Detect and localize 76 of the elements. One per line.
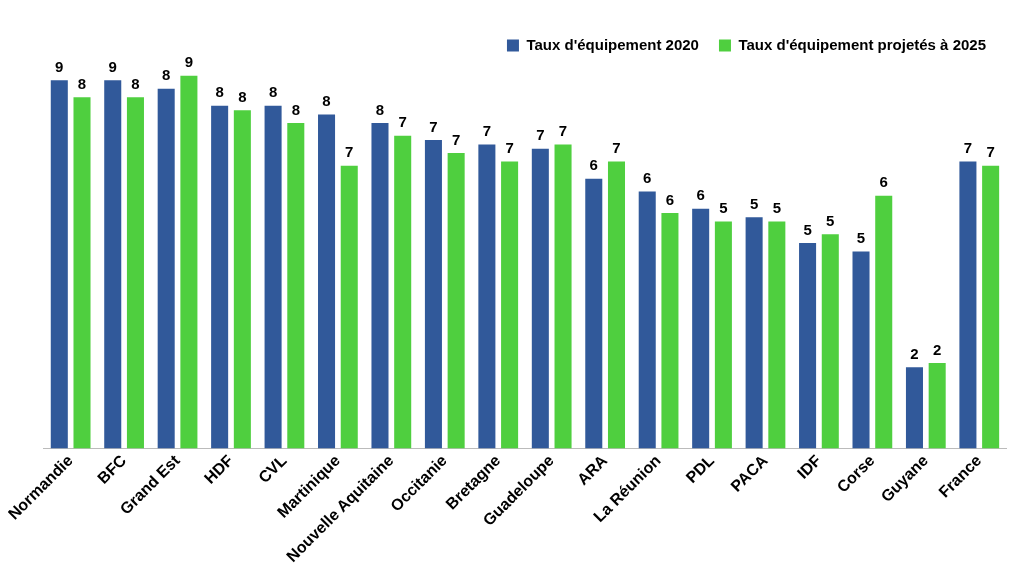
- bar: [478, 144, 496, 449]
- data-label: 6: [589, 156, 598, 174]
- data-label: 8: [77, 74, 87, 92]
- data-label: 7: [398, 113, 407, 131]
- data-label: 7: [986, 143, 995, 161]
- data-label: 5: [772, 199, 782, 217]
- data-label: 8: [215, 83, 224, 101]
- bar: [692, 208, 710, 449]
- bar: [928, 362, 946, 449]
- data-label: 9: [108, 57, 117, 75]
- data-label: 7: [429, 117, 438, 135]
- bar: [821, 234, 839, 449]
- legend-label: Taux d'équipement projetés à 2025: [738, 35, 987, 53]
- bar: [607, 161, 626, 449]
- bar: [638, 191, 656, 449]
- data-label: 7: [482, 122, 492, 140]
- bar: [959, 161, 977, 449]
- bar: [233, 110, 251, 449]
- bar: [104, 80, 122, 449]
- bar: [661, 212, 679, 449]
- data-label: 5: [749, 194, 759, 212]
- bar: [852, 251, 870, 449]
- data-label: 8: [375, 100, 385, 118]
- data-label: 8: [322, 92, 331, 110]
- data-label: 7: [536, 126, 545, 144]
- data-label: 7: [451, 130, 461, 148]
- bar: [157, 88, 175, 449]
- data-label: 2: [910, 344, 919, 362]
- data-label: 8: [162, 66, 171, 84]
- bar: [531, 148, 549, 449]
- bar: [424, 140, 442, 449]
- bar: [340, 165, 358, 449]
- bar: [211, 105, 229, 449]
- bar: [554, 144, 572, 449]
- bar: [585, 178, 603, 449]
- data-label: 7: [505, 139, 514, 157]
- data-label: 6: [643, 169, 652, 187]
- data-label: 5: [719, 199, 728, 217]
- bar: [50, 80, 68, 449]
- data-label: 8: [268, 83, 278, 101]
- bar: [394, 135, 412, 449]
- bar: [287, 122, 305, 449]
- data-label: 6: [696, 186, 705, 204]
- data-label: 7: [612, 139, 621, 157]
- data-label: 5: [826, 212, 835, 230]
- data-label: 6: [879, 173, 888, 191]
- x-tick-label: PDL: [682, 451, 718, 487]
- data-label: 7: [345, 143, 354, 161]
- data-label: 7: [558, 122, 568, 140]
- data-label: 8: [238, 87, 247, 105]
- data-label: 8: [291, 100, 300, 118]
- data-label: 9: [184, 53, 194, 71]
- bar: [799, 242, 817, 449]
- data-label: 5: [803, 220, 812, 238]
- bar: [447, 152, 465, 449]
- data-label: 2: [933, 340, 942, 358]
- bar: [745, 217, 763, 449]
- data-label: 8: [131, 74, 140, 92]
- bar: [371, 122, 389, 449]
- data-label: 7: [963, 139, 973, 157]
- bar: [501, 161, 519, 449]
- bar: [73, 97, 91, 449]
- data-label: 5: [856, 229, 866, 247]
- bar: [875, 195, 893, 449]
- legend-label: Taux d'équipement 2020: [526, 35, 699, 53]
- data-label: 9: [55, 57, 64, 75]
- bar: [905, 367, 923, 449]
- bar: [982, 165, 1000, 449]
- bar: [318, 114, 336, 449]
- bar: [264, 105, 282, 449]
- bar: [714, 221, 732, 449]
- data-label: 6: [665, 190, 675, 208]
- x-tick-label: IDF: [793, 451, 825, 482]
- bar: [126, 97, 144, 449]
- bar: [768, 221, 786, 449]
- bar: [180, 75, 198, 449]
